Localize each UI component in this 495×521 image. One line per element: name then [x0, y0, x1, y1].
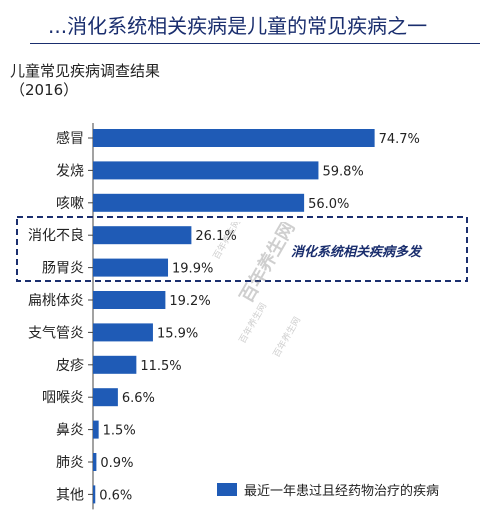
- bar: [93, 129, 375, 147]
- category-label: 肠胃炎: [42, 261, 84, 277]
- category-label: 消化不良: [28, 228, 84, 244]
- watermark-text: 百年养生网: [270, 315, 303, 360]
- value-label: 0.6%: [99, 488, 132, 503]
- bar: [93, 161, 319, 180]
- category-label: 感冒: [56, 130, 84, 147]
- value-label: 19.9%: [172, 262, 213, 277]
- value-label: 74.7%: [379, 132, 420, 147]
- category-label: 发烧: [56, 163, 84, 179]
- category-label: 支气管炎: [28, 325, 84, 341]
- value-label: 59.8%: [322, 164, 363, 179]
- category-label: 皮疹: [56, 358, 84, 374]
- category-label: 咽喉炎: [42, 390, 84, 406]
- value-label: 26.1%: [195, 229, 236, 244]
- value-label: 15.9%: [157, 326, 198, 341]
- bar: [93, 226, 192, 245]
- bar: [93, 355, 137, 374]
- bar: [93, 420, 99, 439]
- chart-title: 儿童常见疾病调查结果 （2016）: [10, 62, 160, 100]
- chart-title-line-2: （2016）: [10, 81, 79, 99]
- bar: [93, 485, 96, 504]
- category-label: 肺炎: [56, 455, 84, 471]
- category-label: 鼻炎: [56, 422, 84, 439]
- chart-title-line-1: 儿童常见疾病调查结果: [10, 62, 161, 80]
- bar: [93, 193, 305, 212]
- bars-layer: 感冒 74.7% 发烧 59.8% 咳嗽 56.0% 消化不良 26.1% 肠胃炎 19.9% 扁桃…: [28, 123, 420, 510]
- bar: [93, 323, 153, 342]
- bar: [93, 258, 169, 277]
- value-label: 6.6%: [122, 391, 155, 406]
- bar: [93, 388, 118, 407]
- watermark: 百年养生网 百年养生网 百年养生网 百年养生网: [210, 222, 303, 360]
- bar: [93, 291, 166, 309]
- page-title: ...消化系统相关疾病是儿童的常见疾病之一: [48, 14, 428, 38]
- watermark-text: 百年养生网: [210, 222, 243, 262]
- value-label: 56.0%: [308, 197, 349, 212]
- highlight-annotation: 消化系统相关疾病多发: [291, 244, 423, 260]
- category-label: 其他: [56, 487, 84, 503]
- category-label: 咳嗽: [56, 196, 84, 212]
- value-label: 11.5%: [140, 359, 181, 374]
- highlight-box: [16, 216, 468, 282]
- watermark-text: 百年养生网: [235, 222, 299, 307]
- category-label: 扁桃体炎: [28, 293, 84, 309]
- watermark-text: 百年养生网: [236, 301, 269, 346]
- legend-label: 最近一年患过且经药物治疗的疾病: [244, 483, 439, 499]
- value-label: 19.2%: [169, 294, 210, 309]
- value-label: 0.9%: [100, 456, 133, 471]
- legend-swatch: [217, 483, 237, 496]
- bar: [93, 453, 97, 471]
- value-label: 1.5%: [103, 424, 136, 439]
- title-divider: [30, 43, 480, 44]
